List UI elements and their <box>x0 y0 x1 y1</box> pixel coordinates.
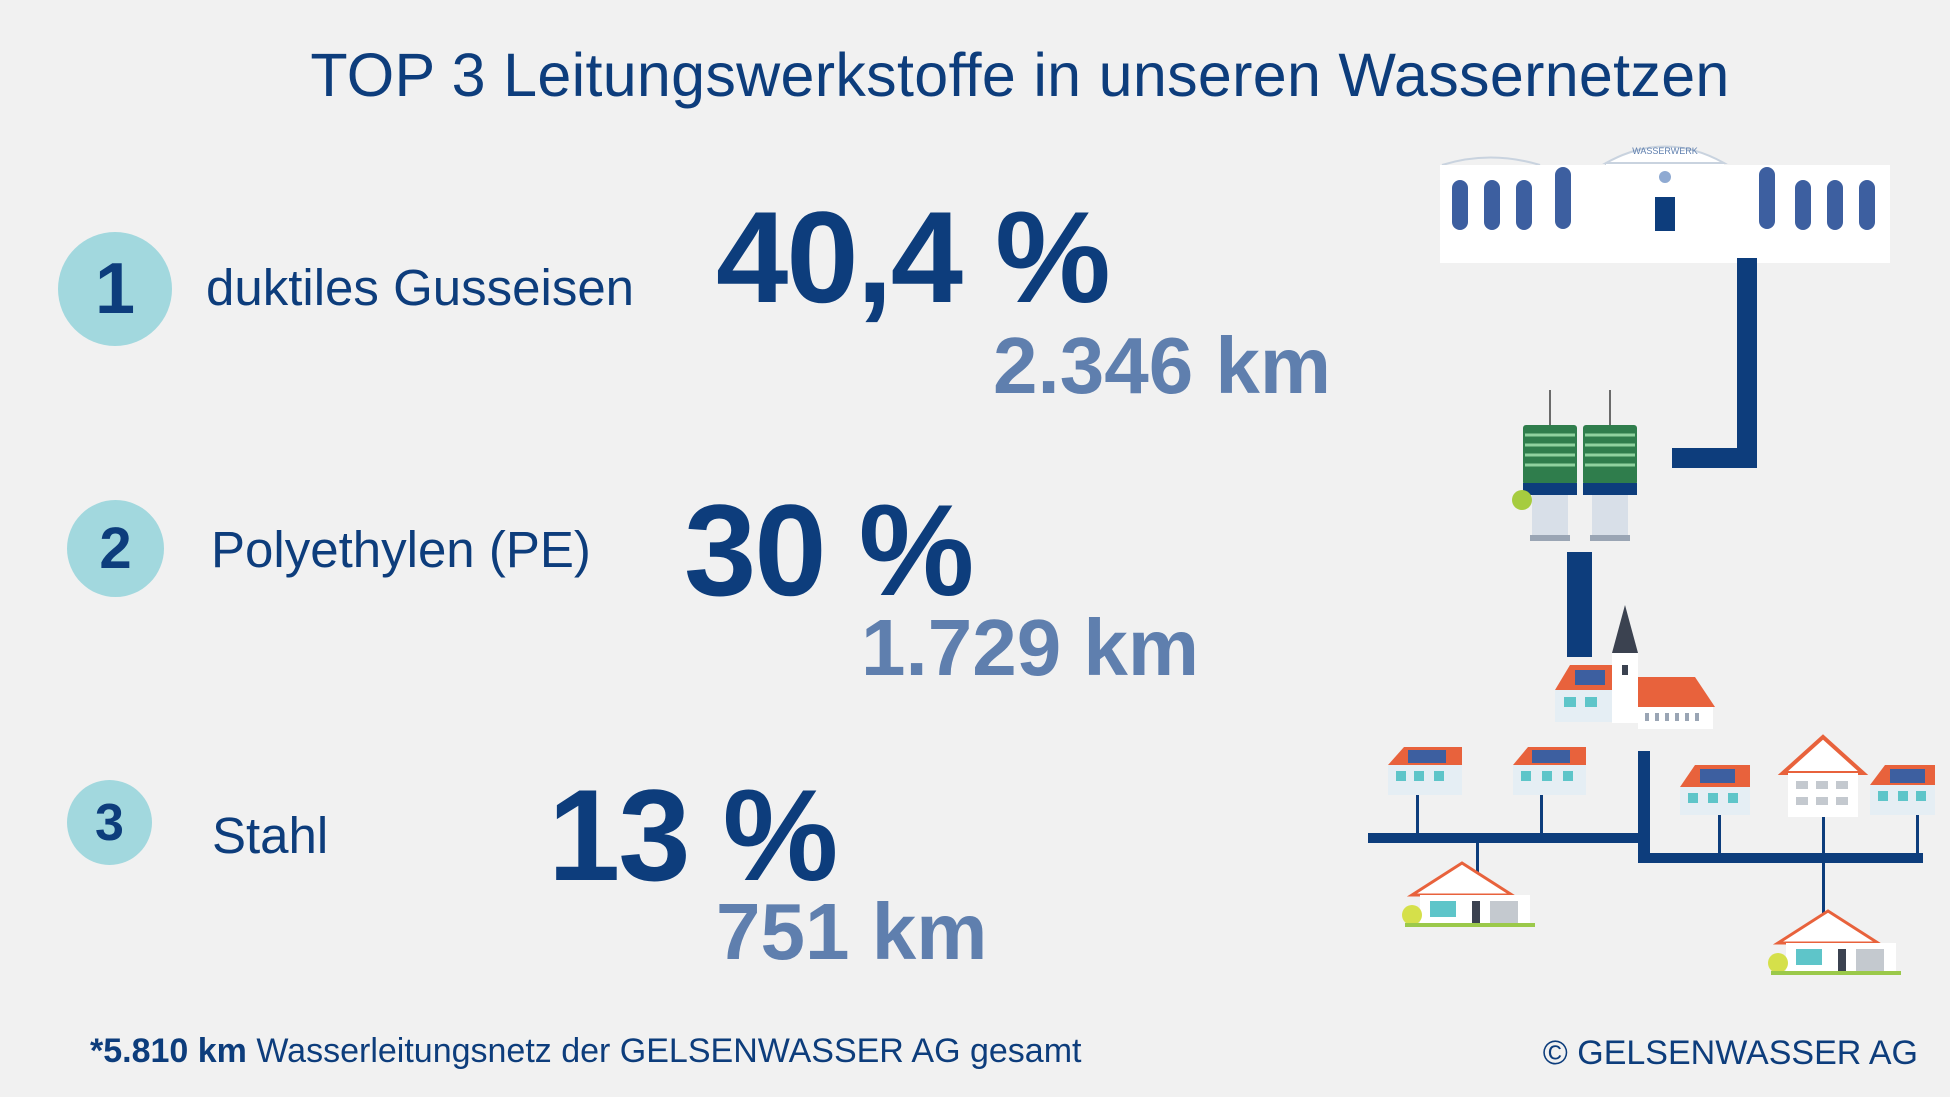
house-icon-4 <box>1777 734 1869 817</box>
rank-badge-1: 1 <box>58 232 172 346</box>
total-footnote: *5.810 km Wasserleitungsnetz der GELSENW… <box>90 1032 1081 1071</box>
footnote-text: Wasserleitungsnetz der GELSENWASSER AG g… <box>246 1032 1082 1070</box>
km-value-2: 1.729 km <box>861 603 1200 692</box>
main-pipe <box>1672 258 1757 468</box>
rank-badge-3: 3 <box>67 780 152 865</box>
total-length: *5.810 km <box>90 1032 247 1070</box>
distribution-pipes <box>1368 751 1923 913</box>
house-icon-2 <box>1513 747 1586 795</box>
percent-value-1: 40,4 % <box>716 184 1111 330</box>
material-label-2: Polyethylen (PE) <box>211 521 591 578</box>
water-tower-icon <box>1512 390 1637 541</box>
bungalow-icon-1 <box>1402 861 1535 927</box>
material-label-3: Stahl <box>212 807 329 864</box>
waterworks-icon: WASSERWERK <box>1440 145 1890 263</box>
tower-pipe <box>1567 552 1592 657</box>
km-value-3: 751 km <box>716 887 988 976</box>
copyright: © GELSENWASSER AG <box>1542 1034 1918 1072</box>
house-icon-1 <box>1388 747 1462 795</box>
water-network-illustration: WASSERWERK <box>1368 145 1935 975</box>
material-label-1: duktiles Gusseisen <box>206 259 635 316</box>
bungalow-icon-2 <box>1768 909 1901 975</box>
percent-value-3: 13 % <box>548 762 838 908</box>
page-title: TOP 3 Leitungswerkstoffe in unseren Wass… <box>310 41 1730 109</box>
waterworks-sign: WASSERWERK <box>1632 146 1698 156</box>
church-icon <box>1555 605 1715 729</box>
house-icon-3 <box>1680 765 1750 815</box>
rank-badge-2: 2 <box>67 500 164 597</box>
house-icon-5 <box>1870 765 1935 815</box>
km-value-1: 2.346 km <box>993 321 1332 410</box>
percent-value-2: 30 % <box>684 477 974 623</box>
